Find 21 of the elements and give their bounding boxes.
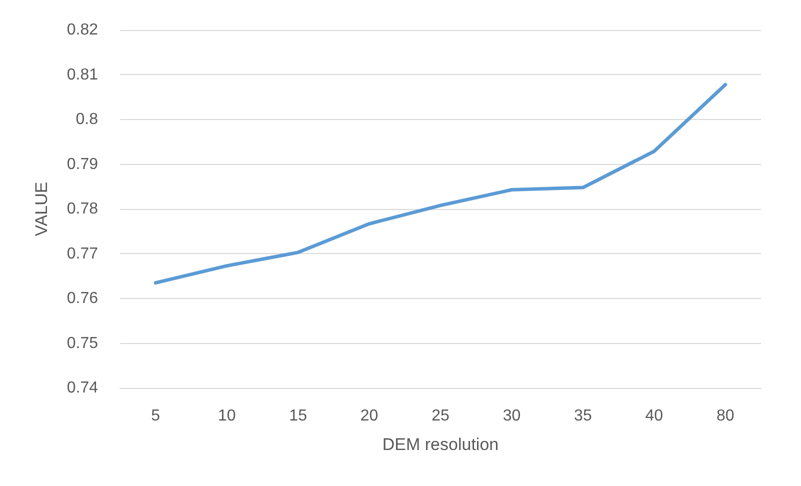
y-tick-label: 0.76 bbox=[66, 290, 98, 307]
y-tick-label: 0.81 bbox=[66, 66, 98, 84]
y-tick-label: 0.8 bbox=[76, 111, 98, 128]
y-tick-label: 0.74 bbox=[66, 380, 98, 396]
x-tick-label: 30 bbox=[502, 408, 521, 424]
line-series bbox=[154, 82, 728, 285]
y-tick-label: 0.82 bbox=[66, 22, 98, 38]
y-tick-label: 0.78 bbox=[66, 200, 98, 218]
y-tick-label: 0.79 bbox=[66, 156, 98, 173]
y-axis-title: VALUE bbox=[32, 182, 51, 236]
y-tick-label: 0.75 bbox=[66, 334, 98, 352]
x-tick-label: 35 bbox=[574, 408, 592, 424]
x-tick-label: 10 bbox=[218, 408, 236, 424]
x-tick-label: 5 bbox=[151, 408, 160, 424]
x-tick-label: 20 bbox=[360, 408, 378, 424]
x-axis-title: DEM resolution bbox=[382, 435, 499, 454]
x-tick-label: 80 bbox=[716, 408, 734, 424]
x-tick-label: 25 bbox=[432, 408, 450, 424]
y-tick-label: 0.77 bbox=[66, 245, 98, 262]
x-tick-label: 15 bbox=[289, 408, 308, 424]
x-tick-label: 40 bbox=[645, 408, 664, 424]
